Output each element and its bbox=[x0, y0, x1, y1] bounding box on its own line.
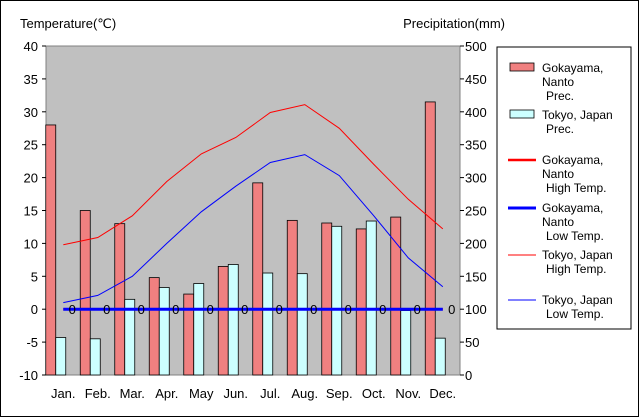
x-tick-label: Jun. bbox=[223, 386, 248, 401]
x-tick-label: Jan. bbox=[51, 386, 76, 401]
bar-gokayama-prec bbox=[45, 124, 57, 376]
bar-tokyo-prec bbox=[124, 298, 136, 376]
bar-tokyo-prec bbox=[158, 287, 170, 376]
left-tick-label: 10 bbox=[24, 236, 38, 251]
bar-gokayama-prec bbox=[424, 101, 436, 376]
x-tick-label: Jul. bbox=[260, 386, 280, 401]
data-label: 0 bbox=[103, 302, 110, 317]
bar-tokyo-prec bbox=[365, 220, 377, 376]
bar-tokyo-prec bbox=[400, 310, 412, 376]
right-tick-label: 50 bbox=[465, 335, 479, 350]
line-tokyo-low-temp bbox=[63, 154, 444, 304]
left-tick-label: -5 bbox=[26, 335, 38, 350]
right-tick-label: 350 bbox=[465, 138, 487, 153]
right-tick-label: 300 bbox=[465, 171, 487, 186]
bar-gokayama-prec bbox=[252, 182, 264, 376]
data-label: 0 bbox=[345, 302, 352, 317]
left-tick-label: 35 bbox=[24, 72, 38, 87]
legend-swatch bbox=[509, 62, 535, 72]
data-label: 0 bbox=[276, 302, 283, 317]
legend-label: Tokyo, Japan High Temp. bbox=[542, 248, 613, 276]
x-tick-label: Sep. bbox=[326, 386, 353, 401]
legend-item: Gokayama, Nanto High Temp. bbox=[508, 153, 606, 195]
x-tick-label: Aug. bbox=[291, 386, 318, 401]
right-tick-label: 450 bbox=[465, 72, 487, 87]
right-tick-label: 150 bbox=[465, 269, 487, 284]
bar-gokayama-prec bbox=[321, 222, 333, 376]
x-tick-label: Feb. bbox=[85, 386, 111, 401]
data-label: 0 bbox=[69, 302, 76, 317]
legend-label: Tokyo, Japan Prec. bbox=[542, 108, 613, 136]
data-label: 0 bbox=[379, 302, 386, 317]
bar-gokayama-prec bbox=[390, 216, 402, 376]
bar-gokayama-prec bbox=[114, 223, 126, 376]
left-tick-label: 5 bbox=[31, 269, 38, 284]
legend-box bbox=[496, 46, 632, 330]
line-tokyo-high-temp bbox=[63, 104, 444, 246]
x-tick-label: Oct. bbox=[362, 386, 386, 401]
legend-label: Gokayama, Nanto High Temp. bbox=[542, 153, 606, 195]
legend-swatch bbox=[509, 109, 535, 119]
bar-tokyo-prec bbox=[227, 264, 239, 376]
bar-gokayama-prec bbox=[217, 266, 229, 376]
right-tick-label: 400 bbox=[465, 105, 487, 120]
data-label: 0 bbox=[448, 302, 455, 317]
legend-item: Tokyo, Japan Low Temp. bbox=[508, 293, 613, 321]
legend-item: Gokayama, Nanto Low Temp. bbox=[508, 201, 604, 243]
legend-label: Gokayama, Nanto Low Temp. bbox=[542, 201, 604, 243]
data-label: 0 bbox=[207, 302, 214, 317]
left-tick-label: 0 bbox=[31, 302, 38, 317]
bar-tokyo-prec bbox=[434, 337, 446, 376]
point-label-group: 0 0 0 0 0 0 0 0 0 0 0 0 bbox=[69, 302, 456, 317]
bar-series-group bbox=[45, 101, 446, 376]
bar-tokyo-prec bbox=[193, 283, 205, 376]
right-axis-title: Precipitation(mm) bbox=[403, 16, 505, 31]
data-label: 0 bbox=[138, 302, 145, 317]
legend-label: Gokayama, Nanto Prec. bbox=[542, 61, 603, 103]
legend-label: Tokyo, Japan Low Temp. bbox=[542, 293, 613, 321]
right-tick-label: 250 bbox=[465, 204, 487, 219]
left-tick-label: 20 bbox=[24, 171, 38, 186]
bar-gokayama-prec bbox=[183, 293, 195, 376]
bar-gokayama-prec bbox=[148, 277, 160, 376]
right-tick-label: 200 bbox=[465, 236, 487, 251]
right-tick-label: 0 bbox=[465, 368, 472, 383]
legend: Gokayama, Nanto Prec. Tokyo, Japan Prec. Goka… bbox=[508, 61, 613, 321]
line-series-group bbox=[63, 104, 444, 311]
bar-gokayama-prec bbox=[286, 219, 298, 376]
x-tick-label: Dec. bbox=[429, 386, 456, 401]
bar-tokyo-prec bbox=[55, 337, 67, 376]
left-tick-label: 30 bbox=[24, 105, 38, 120]
left-tick-label: 15 bbox=[24, 204, 38, 219]
x-axis: Jan. Feb. Mar. Apr. May Jun. Jul. Aug. Sep. Oct. N… bbox=[51, 386, 456, 401]
left-tick-label: 25 bbox=[24, 138, 38, 153]
data-label: 0 bbox=[310, 302, 317, 317]
right-tick-label: 100 bbox=[465, 302, 487, 317]
data-label: 0 bbox=[241, 302, 248, 317]
legend-item: Tokyo, Japan Prec. bbox=[509, 108, 613, 136]
left-axis-title: Temperature(℃) bbox=[20, 16, 116, 31]
legend-item: Gokayama, Nanto Prec. bbox=[509, 61, 603, 103]
bar-tokyo-prec bbox=[262, 272, 274, 376]
right-tick-label: 500 bbox=[465, 39, 487, 54]
bar-tokyo-prec bbox=[296, 273, 308, 376]
legend-item: Tokyo, Japan High Temp. bbox=[508, 248, 613, 276]
bar-tokyo-prec bbox=[89, 338, 101, 376]
bar-tokyo-prec bbox=[331, 225, 343, 376]
right-axis: 0 50 100 150 200 250 300 350 400 450 500 bbox=[460, 39, 487, 383]
x-tick-label: Nov. bbox=[395, 386, 421, 401]
left-axis: -10 -5 0 5 10 15 20 25 30 35 40 bbox=[19, 39, 46, 383]
x-tick-label: May bbox=[189, 386, 214, 401]
bar-gokayama-prec bbox=[79, 210, 91, 376]
data-label: 0 bbox=[414, 302, 421, 317]
x-tick-label: Apr. bbox=[155, 386, 178, 401]
data-label: 0 bbox=[172, 302, 179, 317]
left-tick-label: 40 bbox=[24, 39, 38, 54]
bar-gokayama-prec bbox=[355, 228, 367, 376]
x-tick-label: Mar. bbox=[120, 386, 145, 401]
left-tick-label: -10 bbox=[19, 368, 38, 383]
